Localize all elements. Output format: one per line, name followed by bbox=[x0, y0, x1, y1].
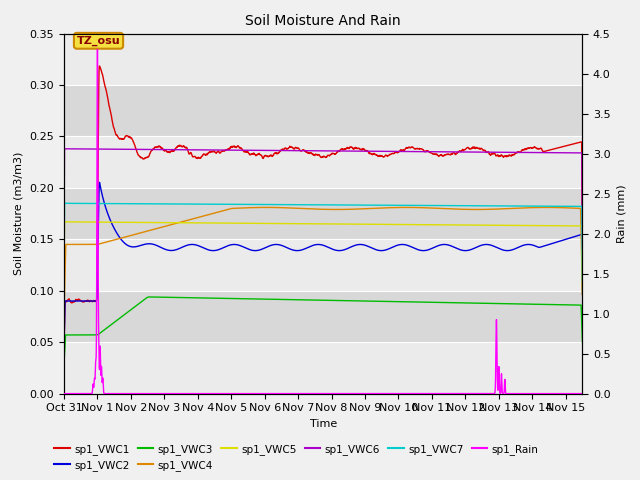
X-axis label: Time: Time bbox=[310, 419, 337, 429]
Bar bbox=[64, 85, 582, 136]
Bar bbox=[64, 136, 582, 188]
Bar bbox=[64, 34, 582, 85]
Y-axis label: Rain (mm): Rain (mm) bbox=[616, 184, 626, 243]
Bar bbox=[64, 291, 582, 342]
Text: TZ_osu: TZ_osu bbox=[77, 36, 120, 46]
Bar bbox=[64, 342, 582, 394]
Legend: sp1_VWC1, sp1_VWC2, sp1_VWC3, sp1_VWC4, sp1_VWC5, sp1_VWC6, sp1_VWC7, sp1_Rain: sp1_VWC1, sp1_VWC2, sp1_VWC3, sp1_VWC4, … bbox=[50, 439, 543, 475]
Title: Soil Moisture And Rain: Soil Moisture And Rain bbox=[245, 14, 401, 28]
Y-axis label: Soil Moisture (m3/m3): Soil Moisture (m3/m3) bbox=[14, 152, 24, 276]
Bar bbox=[64, 188, 582, 240]
Bar bbox=[64, 240, 582, 291]
